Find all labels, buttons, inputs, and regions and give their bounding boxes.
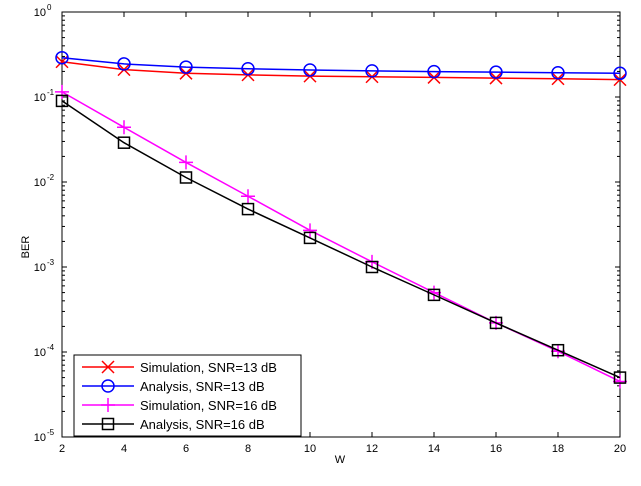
legend-box xyxy=(73,354,302,437)
data-point xyxy=(117,57,131,71)
x-tick-label: 2 xyxy=(59,443,65,455)
data-point xyxy=(55,84,69,99)
y-tick-exponent: -2 xyxy=(47,173,55,182)
legend-label: Analysis, SNR=13 dB xyxy=(140,379,265,394)
y-tick-label: 10 xyxy=(34,177,46,189)
data-point xyxy=(427,64,441,79)
legend-item: Simulation, SNR=16 dB xyxy=(82,398,277,413)
series-line xyxy=(61,100,621,379)
data-point xyxy=(365,64,379,78)
legend-item: Simulation, SNR=13 dB xyxy=(82,360,277,375)
series-4 xyxy=(55,94,627,384)
data-point xyxy=(241,202,255,216)
legend-marker xyxy=(101,360,115,374)
legend-marker xyxy=(101,379,115,393)
data-point xyxy=(179,155,193,170)
y-axis-label: BER xyxy=(20,236,32,259)
data-point xyxy=(241,189,255,204)
x-tick-label: 16 xyxy=(490,443,502,455)
data-point xyxy=(303,63,317,77)
legend-label: Analysis, SNR=16 dB xyxy=(140,417,265,432)
legend-marker xyxy=(101,417,115,431)
data-point xyxy=(365,260,379,274)
x-tick-label: 20 xyxy=(614,443,626,455)
legend-label: Simulation, SNR=13 dB xyxy=(140,360,277,375)
x-tick-label: 8 xyxy=(245,443,251,455)
y-tick-exponent: -1 xyxy=(47,88,55,97)
y-tick-label: 10 xyxy=(34,262,46,274)
x-tick-label: 18 xyxy=(552,443,564,455)
data-point xyxy=(489,65,503,79)
data-point xyxy=(303,231,317,245)
series-line xyxy=(61,60,621,81)
y-tick-label: 10 xyxy=(34,347,46,359)
data-point xyxy=(613,371,627,384)
data-point xyxy=(551,65,565,80)
x-axis-label: W xyxy=(335,454,346,466)
legend-marker xyxy=(101,398,115,412)
data-point xyxy=(117,136,131,149)
data-point xyxy=(117,120,131,135)
data-point xyxy=(613,66,627,81)
data-point xyxy=(55,94,69,108)
series-line xyxy=(61,56,621,75)
data-point xyxy=(179,60,193,74)
y-tick-label: 10 xyxy=(34,92,46,104)
legend-item: Analysis, SNR=16 dB xyxy=(82,417,265,432)
x-tick-label: 6 xyxy=(183,443,189,455)
data-point xyxy=(55,50,69,65)
x-tick-label: 4 xyxy=(121,443,127,455)
legend: Simulation, SNR=13 dB Analysis, SNR=13 dB… xyxy=(73,354,302,437)
x-tick-label: 10 xyxy=(304,443,316,455)
data-point xyxy=(551,343,565,357)
y-tick-exponent: -4 xyxy=(47,343,55,352)
data-point xyxy=(241,61,255,76)
series-2 xyxy=(55,50,627,81)
y-tick-exponent: 0 xyxy=(47,3,52,12)
y-tick-exponent: -5 xyxy=(47,428,55,437)
data-point xyxy=(427,288,441,302)
legend-label: Simulation, SNR=16 dB xyxy=(140,398,277,413)
y-tick-exponent: -3 xyxy=(47,258,55,267)
y-tick-label: 10 xyxy=(34,7,46,19)
x-tick-label: 14 xyxy=(428,443,440,455)
legend-item: Analysis, SNR=13 dB xyxy=(82,379,265,394)
x-tick-label: 12 xyxy=(366,443,378,455)
series-layer xyxy=(55,50,627,389)
y-tick-label: 10 xyxy=(34,432,46,444)
data-point xyxy=(489,316,503,330)
data-point xyxy=(303,223,317,238)
data-point xyxy=(179,171,193,184)
